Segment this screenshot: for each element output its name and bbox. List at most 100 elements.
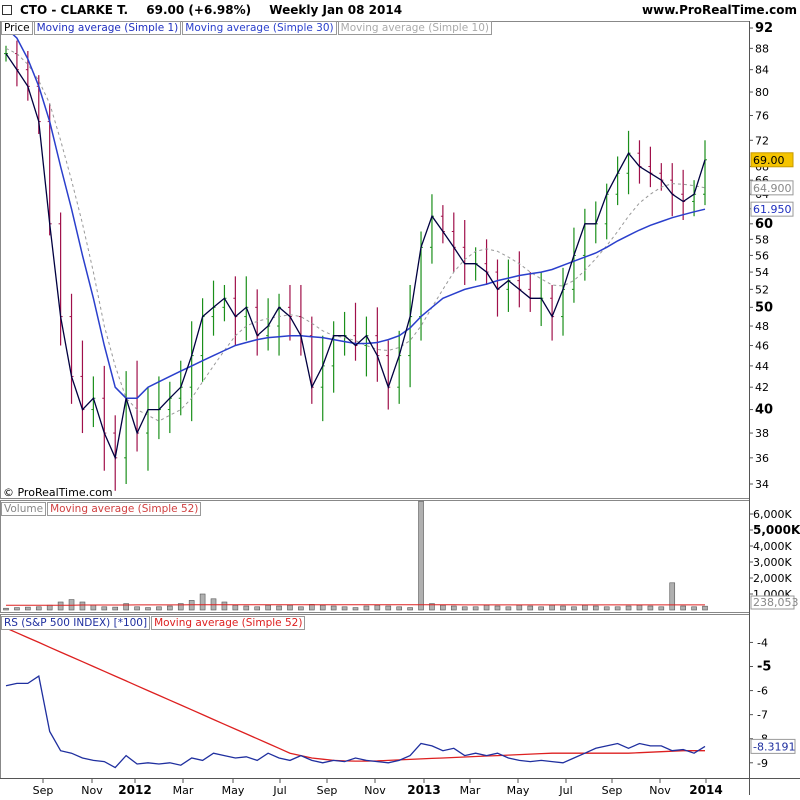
price-tick-label: 40 <box>755 403 773 418</box>
copyright-text: © ProRealTime.com <box>3 486 113 499</box>
volume-bar <box>25 606 31 611</box>
price-legend-item[interactable]: Price <box>1 21 33 35</box>
volume-bar <box>407 607 413 611</box>
volume-bar <box>177 603 184 611</box>
volume-bar <box>702 605 708 611</box>
x-tick-label: Sep <box>33 784 54 797</box>
price-legend-item[interactable]: Moving average (Simple 30) <box>182 21 337 35</box>
price-tick-label: 76 <box>755 110 769 123</box>
x-tick-label: Jul <box>272 784 286 797</box>
price-tick-label: 72 <box>755 134 769 147</box>
price-change: 69.00 (+6.98%) <box>146 3 252 17</box>
x-tick-label: Jul <box>558 784 572 797</box>
volume-legend: Volume Moving average (Simple 52) <box>1 502 202 516</box>
x-tick-label: Sep <box>602 784 623 797</box>
volume-badge-box <box>750 595 795 610</box>
rs-legend-item[interactable]: Moving average (Simple 52) <box>151 616 306 630</box>
x-tick-label: Nov <box>649 784 671 797</box>
volume-bar <box>603 606 610 611</box>
rs-tick-label: -7 <box>757 709 768 722</box>
volume-bar <box>450 605 457 611</box>
price-tick-label: 80 <box>755 86 769 99</box>
volume-bar <box>582 604 588 611</box>
period-label: Weekly <box>269 3 319 17</box>
rs-legend-item[interactable]: RS (S&P 500 INDEX) [*100] <box>1 616 151 630</box>
price-tick-label: 42 <box>755 381 769 394</box>
volume-bar <box>396 606 402 611</box>
price-tick-label: 44 <box>755 360 769 373</box>
price-legend-item[interactable]: Moving average (Simple 1) <box>33 21 182 35</box>
site-url[interactable]: www.ProRealTime.com <box>642 3 797 17</box>
volume-bar <box>516 604 523 611</box>
volume-ma-line <box>6 604 705 606</box>
volume-bar <box>647 605 654 611</box>
price-badge-label: 69.00 <box>753 154 785 167</box>
volume-bar <box>527 605 534 611</box>
price-tick-label: 88 <box>755 42 769 55</box>
volume-bar <box>592 605 599 611</box>
header-title-group: CTO - CLARKE T. 69.00 (+6.98%) Weekly Ja… <box>20 3 402 17</box>
volume-bar <box>549 604 555 611</box>
volume-bar <box>636 604 643 611</box>
collapse-box-icon[interactable] <box>2 5 12 15</box>
x-tick-label: 2013 <box>407 783 440 797</box>
price-tick-label: 56 <box>755 249 769 262</box>
price-tick-label: 84 <box>755 64 769 77</box>
rs-legend: RS (S&P 500 INDEX) [*100] Moving average … <box>1 616 306 630</box>
price-tick-label: 52 <box>755 283 769 296</box>
volume-bar <box>243 605 250 611</box>
ma10-line <box>5 47 706 422</box>
volume-bar <box>669 582 676 611</box>
volume-bar <box>90 604 97 611</box>
volume-bar <box>472 606 479 611</box>
volume-bar <box>287 604 293 611</box>
volume-bar <box>123 603 129 611</box>
volume-bar <box>483 604 490 611</box>
volume-bar <box>232 604 239 611</box>
price-tick-label: 50 <box>755 300 773 315</box>
price-badge-box <box>750 180 794 196</box>
volume-tick-label: 3,000K <box>753 556 792 569</box>
volume-bar <box>560 605 566 611</box>
x-tick-label: Mar <box>173 784 194 797</box>
volume-tick-label: 5,000K <box>753 523 800 537</box>
price-badge-box <box>750 152 794 168</box>
volume-tick-label: 4,000K <box>753 540 792 553</box>
x-tick-label: May <box>507 784 530 797</box>
volume-bar <box>461 606 468 611</box>
volume-bar <box>254 606 261 611</box>
volume-legend-item[interactable]: Moving average (Simple 52) <box>47 502 202 516</box>
volume-bar <box>35 606 42 611</box>
price-badge-label: 61.950 <box>753 203 792 216</box>
volume-bar <box>658 606 665 611</box>
volume-bar <box>680 605 686 611</box>
price-tick-label: 54 <box>755 266 769 279</box>
volume-bar <box>199 593 206 611</box>
volume-bar <box>309 604 315 611</box>
volume-bar <box>614 606 621 611</box>
price-tick-label: 34 <box>755 478 769 491</box>
ticker-label: CTO - CLARKE T. <box>20 3 129 17</box>
x-tick-label: Sep <box>317 784 338 797</box>
volume-bar <box>79 601 86 611</box>
volume-bar <box>156 606 162 611</box>
ma1-line <box>5 53 706 461</box>
volume-bar <box>505 606 512 611</box>
x-tick-label: 2014 <box>689 783 722 797</box>
price-legend-item[interactable]: Moving average (Simple 10) <box>337 21 492 35</box>
volume-bar <box>363 605 370 611</box>
volume-legend-item[interactable]: Volume <box>1 502 47 516</box>
x-tick-label: 2012 <box>118 783 151 797</box>
price-tick-label: 46 <box>755 340 769 353</box>
volume-bar <box>374 604 381 611</box>
volume-bar <box>691 606 697 611</box>
volume-bar <box>625 605 632 611</box>
rs-line <box>5 675 706 769</box>
volume-bar <box>429 603 435 611</box>
price-badge-box <box>750 201 794 217</box>
volume-tick-label: 2,000K <box>753 572 792 585</box>
rs-badge-box <box>750 738 796 754</box>
price-tick-label: 48 <box>755 320 769 333</box>
volume-bar <box>352 607 359 611</box>
